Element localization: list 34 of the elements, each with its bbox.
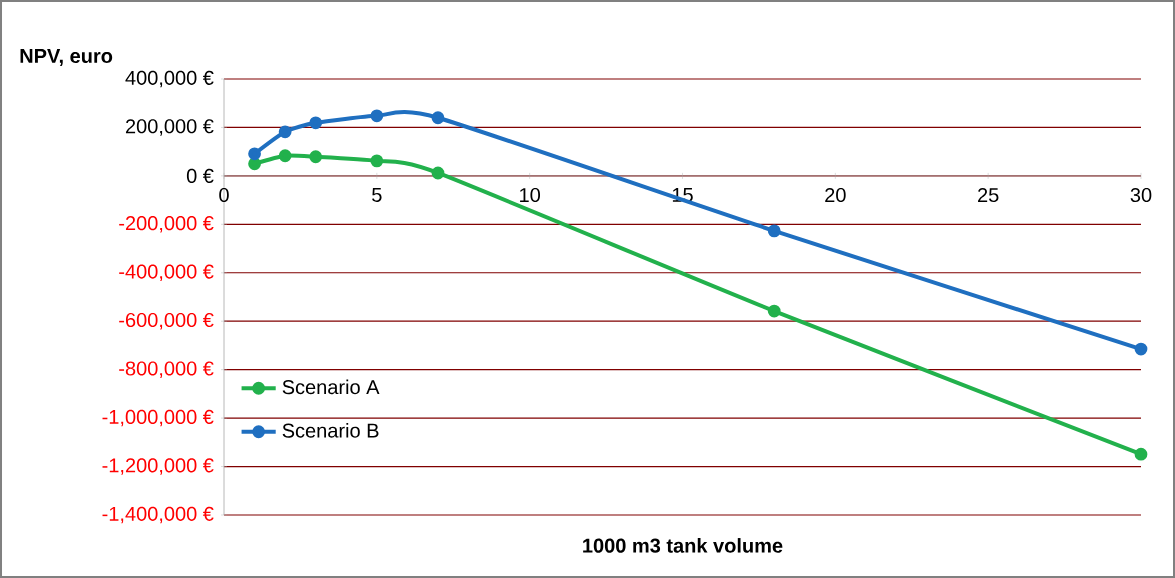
y-tick-label: 200,000 €: [125, 119, 214, 136]
point: [370, 109, 384, 123]
y-tick-label: -200,000 €: [119, 216, 214, 233]
point: [309, 116, 323, 130]
y-tick-label: -600,000 €: [119, 312, 214, 330]
point: [431, 166, 445, 180]
point: [248, 157, 261, 171]
y-axis-title: NPV, euro: [20, 49, 113, 66]
y-tick-label: -400,000 €: [119, 264, 214, 282]
x-tick-label: 30: [1130, 187, 1152, 203]
x-tick-label: 5: [372, 187, 382, 202]
x-tick-label: 20: [825, 187, 846, 203]
y-tick-label: 0 €: [186, 168, 214, 183]
point: [370, 154, 384, 168]
point: [309, 150, 323, 164]
y-tick-label: -1,200,000 €: [102, 458, 214, 475]
x-tick-label: 0: [219, 187, 229, 203]
point: [278, 125, 292, 139]
y-tick-label: -1,000,000 €: [102, 409, 214, 427]
x-tick-label: 10: [520, 187, 541, 203]
point: [431, 111, 445, 125]
y-tick-label: -800,000 €: [119, 361, 214, 378]
x-axis-title: 1000 m3 tank volume: [583, 538, 783, 553]
point: [767, 304, 781, 318]
legend-label: Scenario A: [282, 379, 380, 395]
point: [1134, 447, 1148, 461]
y-tick-label: 400,000 €: [125, 70, 214, 88]
point: [278, 149, 292, 163]
point: [767, 224, 781, 238]
x-tick-label: 25: [978, 187, 999, 203]
point: [248, 147, 261, 161]
point: [1134, 342, 1148, 356]
legend-label: Scenario B: [282, 423, 379, 438]
y-tick-label: -1,400,000 €: [102, 506, 214, 524]
